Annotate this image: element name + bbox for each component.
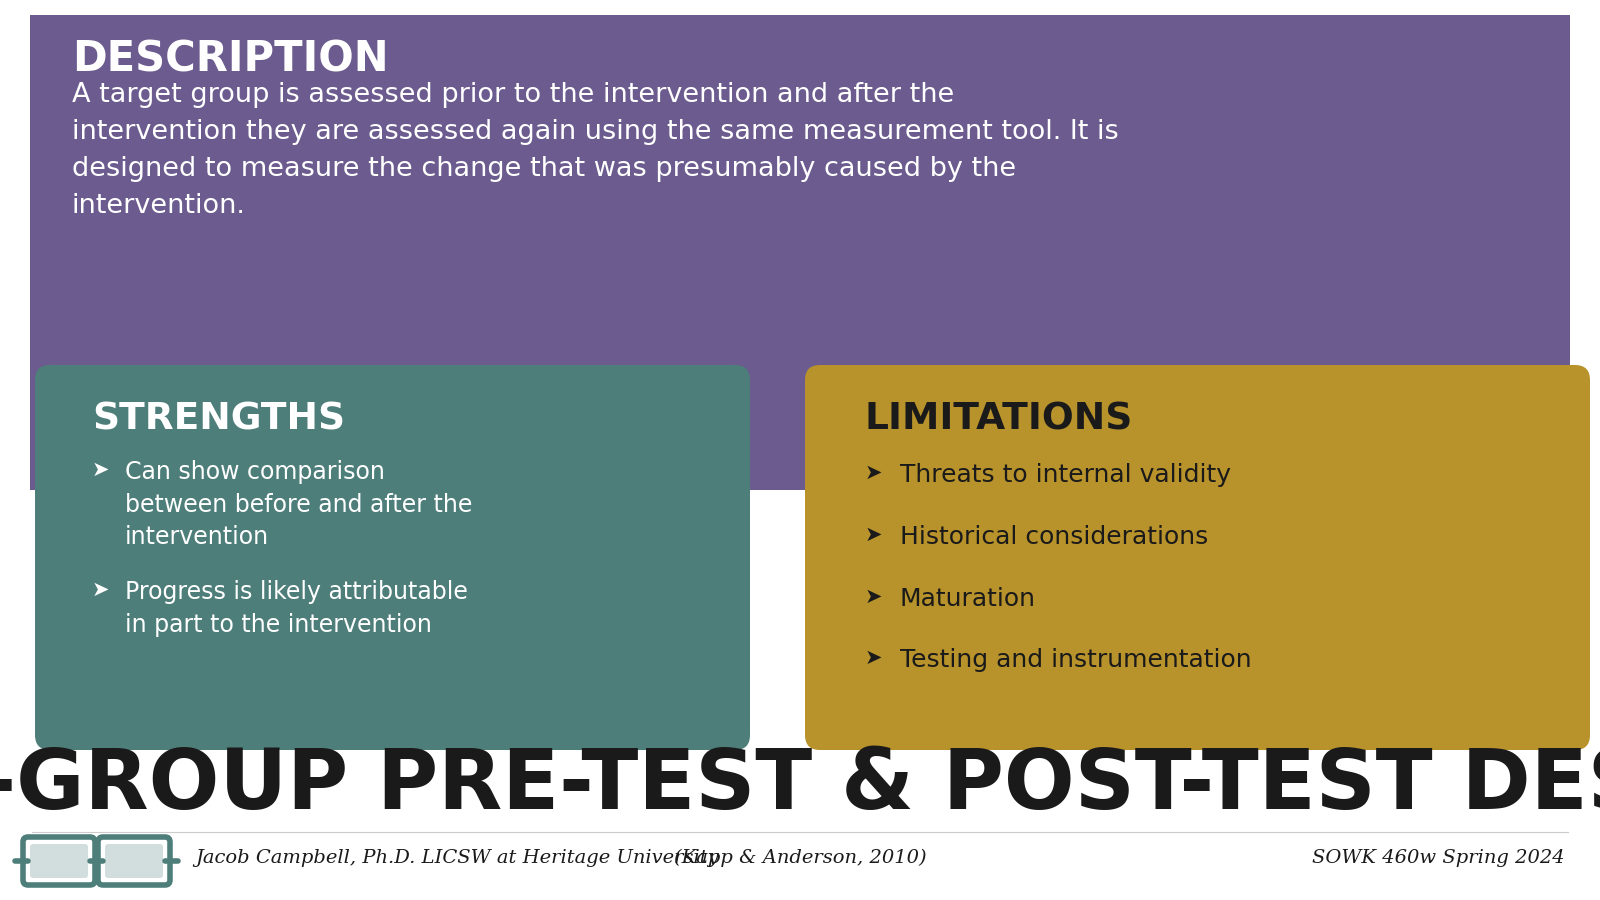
FancyBboxPatch shape [22,837,94,885]
Text: Progress is likely attributable
in part to the intervention: Progress is likely attributable in part … [125,580,467,636]
Text: ➤: ➤ [866,463,883,483]
Text: ➤: ➤ [866,587,883,607]
FancyBboxPatch shape [805,365,1590,750]
Text: ONE-GROUP PRE-TEST & POST-TEST DESIGN: ONE-GROUP PRE-TEST & POST-TEST DESIGN [0,745,1600,826]
Text: A target group is assessed prior to the intervention and after the
intervention : A target group is assessed prior to the … [72,82,1118,219]
Text: SOWK 460w Spring 2024: SOWK 460w Spring 2024 [1312,849,1565,867]
Text: ➤: ➤ [866,648,883,668]
Text: ➤: ➤ [866,525,883,545]
Text: Threats to internal validity: Threats to internal validity [899,463,1230,487]
Text: ➤: ➤ [93,580,109,600]
FancyBboxPatch shape [98,837,170,885]
Text: Jacob Campbell, Ph.D. LICSW at Heritage University: Jacob Campbell, Ph.D. LICSW at Heritage … [195,849,718,867]
FancyBboxPatch shape [106,844,163,878]
Text: Testing and instrumentation: Testing and instrumentation [899,648,1251,672]
Text: Maturation: Maturation [899,587,1037,611]
FancyBboxPatch shape [35,365,750,750]
Text: Historical considerations: Historical considerations [899,525,1208,549]
Text: (Kapp & Anderson, 2010): (Kapp & Anderson, 2010) [674,849,926,867]
FancyBboxPatch shape [30,15,1570,490]
Text: LIMITATIONS: LIMITATIONS [866,402,1133,438]
Text: DESCRIPTION: DESCRIPTION [72,38,389,80]
Text: STRENGTHS: STRENGTHS [93,402,346,438]
FancyBboxPatch shape [30,844,88,878]
Text: ➤: ➤ [93,460,109,480]
Text: Can show comparison
between before and after the
intervention: Can show comparison between before and a… [125,460,472,549]
